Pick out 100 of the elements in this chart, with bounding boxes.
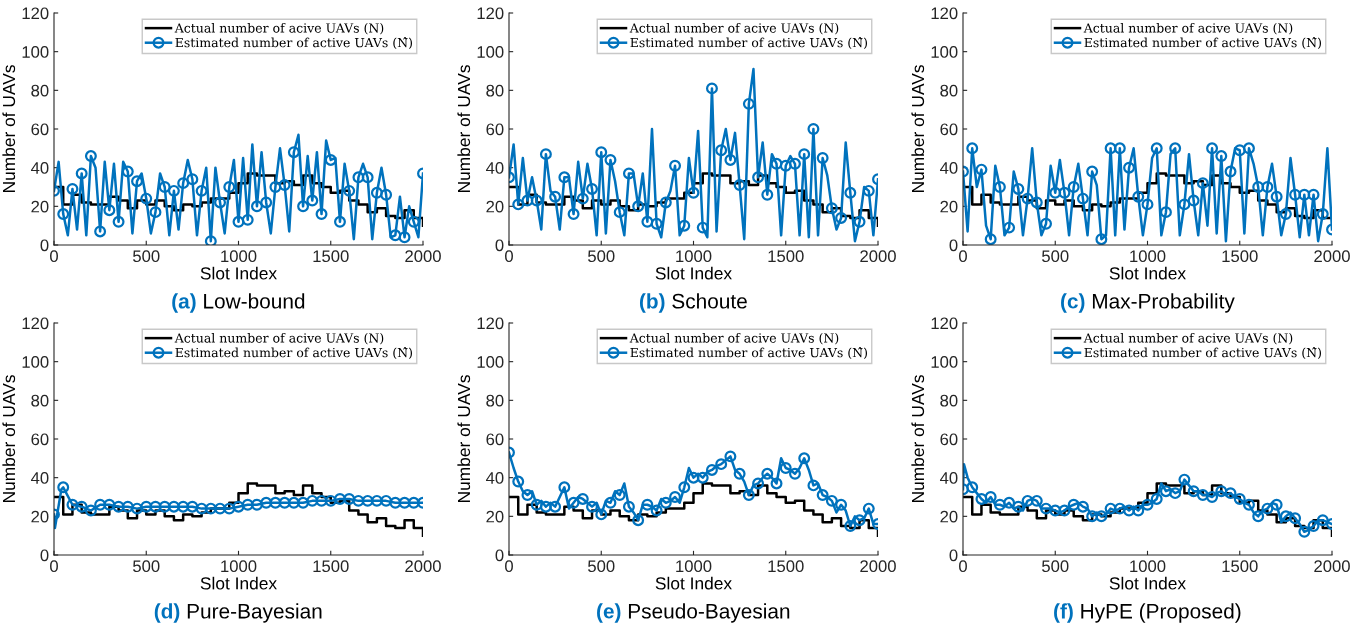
x-tick-label: 0 <box>959 250 967 263</box>
x-tick-label: 0 <box>505 250 513 263</box>
y-tick-label: 0 <box>949 239 958 252</box>
y-tick-label: 20 <box>940 510 958 523</box>
x-tick-label: 500 <box>588 560 615 573</box>
point <box>770 477 783 490</box>
point <box>835 498 848 511</box>
point <box>1243 142 1255 155</box>
point <box>816 489 829 502</box>
point <box>1215 485 1228 498</box>
point <box>1058 504 1071 517</box>
point <box>1003 221 1016 234</box>
point <box>844 186 857 199</box>
y-axis-title: Number of UAVs <box>2 65 16 193</box>
point <box>287 496 300 509</box>
point <box>984 491 997 503</box>
point <box>567 496 580 509</box>
y-tick-label: 20 <box>486 200 504 213</box>
point <box>512 475 525 488</box>
legend-label: Actual number of acive UAVs (N) <box>629 23 839 35</box>
x-tick-label: 2000 <box>860 560 896 573</box>
y-tick-label: 100 <box>477 46 504 58</box>
point <box>825 202 838 215</box>
point <box>835 211 848 224</box>
point <box>1316 514 1329 527</box>
y-tick-label: 40 <box>485 472 504 484</box>
point <box>715 458 728 471</box>
y-axis-title: Number of UAVs <box>457 375 471 503</box>
point <box>687 471 700 484</box>
legend-label: Actual number of acive UAVs (N) <box>174 23 384 35</box>
point <box>315 494 328 507</box>
point <box>103 204 116 217</box>
point <box>278 496 291 509</box>
x-tick-label: 1500 <box>313 250 349 263</box>
point <box>521 194 534 207</box>
point <box>632 514 645 527</box>
y-tick-label: 120 <box>477 7 504 20</box>
y-tick-label: 60 <box>31 433 49 446</box>
point <box>1206 142 1219 155</box>
point <box>223 181 236 193</box>
x-tick-label: 2000 <box>1314 250 1350 263</box>
point <box>186 500 199 513</box>
point <box>641 215 654 228</box>
x-tick-label: 1000 <box>1130 560 1166 573</box>
point <box>1178 198 1191 211</box>
point <box>343 492 356 505</box>
point <box>761 188 774 201</box>
point <box>705 82 718 95</box>
point <box>1132 190 1145 203</box>
point <box>1141 498 1154 511</box>
point <box>84 504 97 517</box>
point <box>140 500 153 513</box>
point <box>1289 512 1302 525</box>
y-tick-label: 0 <box>495 239 504 252</box>
point <box>1030 196 1043 209</box>
point <box>604 496 617 509</box>
y-tick-label: 80 <box>486 394 504 407</box>
point <box>1289 188 1302 201</box>
point <box>131 502 143 515</box>
x-tick-label: 0 <box>50 560 58 573</box>
x-axis-title: Slot Index <box>1109 266 1186 280</box>
point <box>370 186 383 199</box>
y-tick-label: 80 <box>31 84 49 97</box>
x-axis-title: Slot Index <box>655 266 732 280</box>
point <box>1206 491 1219 503</box>
point <box>595 146 608 159</box>
point <box>966 142 979 155</box>
x-tick-label: 1500 <box>1222 560 1258 573</box>
point <box>798 148 811 161</box>
text: (c) Max-Probability <box>1061 293 1235 313</box>
point <box>112 215 125 228</box>
point <box>1252 510 1265 523</box>
point <box>250 498 263 511</box>
point <box>204 502 217 515</box>
point <box>241 498 254 511</box>
point <box>158 181 171 193</box>
point <box>696 471 709 484</box>
point <box>241 213 254 226</box>
x-tick-label: 0 <box>505 560 513 573</box>
y-tick-label: 0 <box>495 549 504 562</box>
point <box>678 481 691 494</box>
point <box>1150 142 1163 155</box>
point <box>669 491 682 503</box>
y-tick-label: 0 <box>40 549 49 562</box>
point <box>232 500 245 513</box>
point <box>975 163 988 176</box>
point <box>512 198 525 211</box>
point <box>361 494 374 507</box>
point <box>57 481 70 494</box>
point <box>334 215 346 228</box>
point <box>398 231 411 244</box>
point <box>334 492 346 505</box>
point <box>705 463 718 476</box>
y-tick-label: 40 <box>30 472 49 484</box>
legend-label: Estimated number of active UAVs (N̂) <box>630 347 868 360</box>
point <box>530 194 543 207</box>
legend-label: Estimated number of active UAVs (N̂) <box>630 37 868 50</box>
legend-label: Actual number of acive UAVs (N) <box>629 333 839 345</box>
point <box>1178 473 1191 486</box>
point <box>595 508 608 521</box>
